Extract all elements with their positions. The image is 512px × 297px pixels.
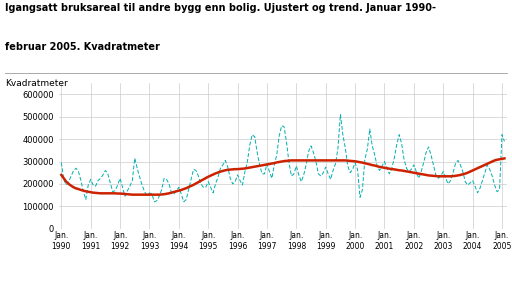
Legend: Bruksareal andre bygg, ujustert, Bruksareal andre bygg, trend: Bruksareal andre bygg, ujustert, Bruksar…	[95, 295, 444, 297]
Text: februar 2005. Kvadratmeter: februar 2005. Kvadratmeter	[5, 42, 160, 52]
Text: Igangsatt bruksareal til andre bygg enn bolig. Ujustert og trend. Januar 1990-: Igangsatt bruksareal til andre bygg enn …	[5, 3, 436, 13]
Text: Kvadratmeter: Kvadratmeter	[5, 79, 68, 88]
